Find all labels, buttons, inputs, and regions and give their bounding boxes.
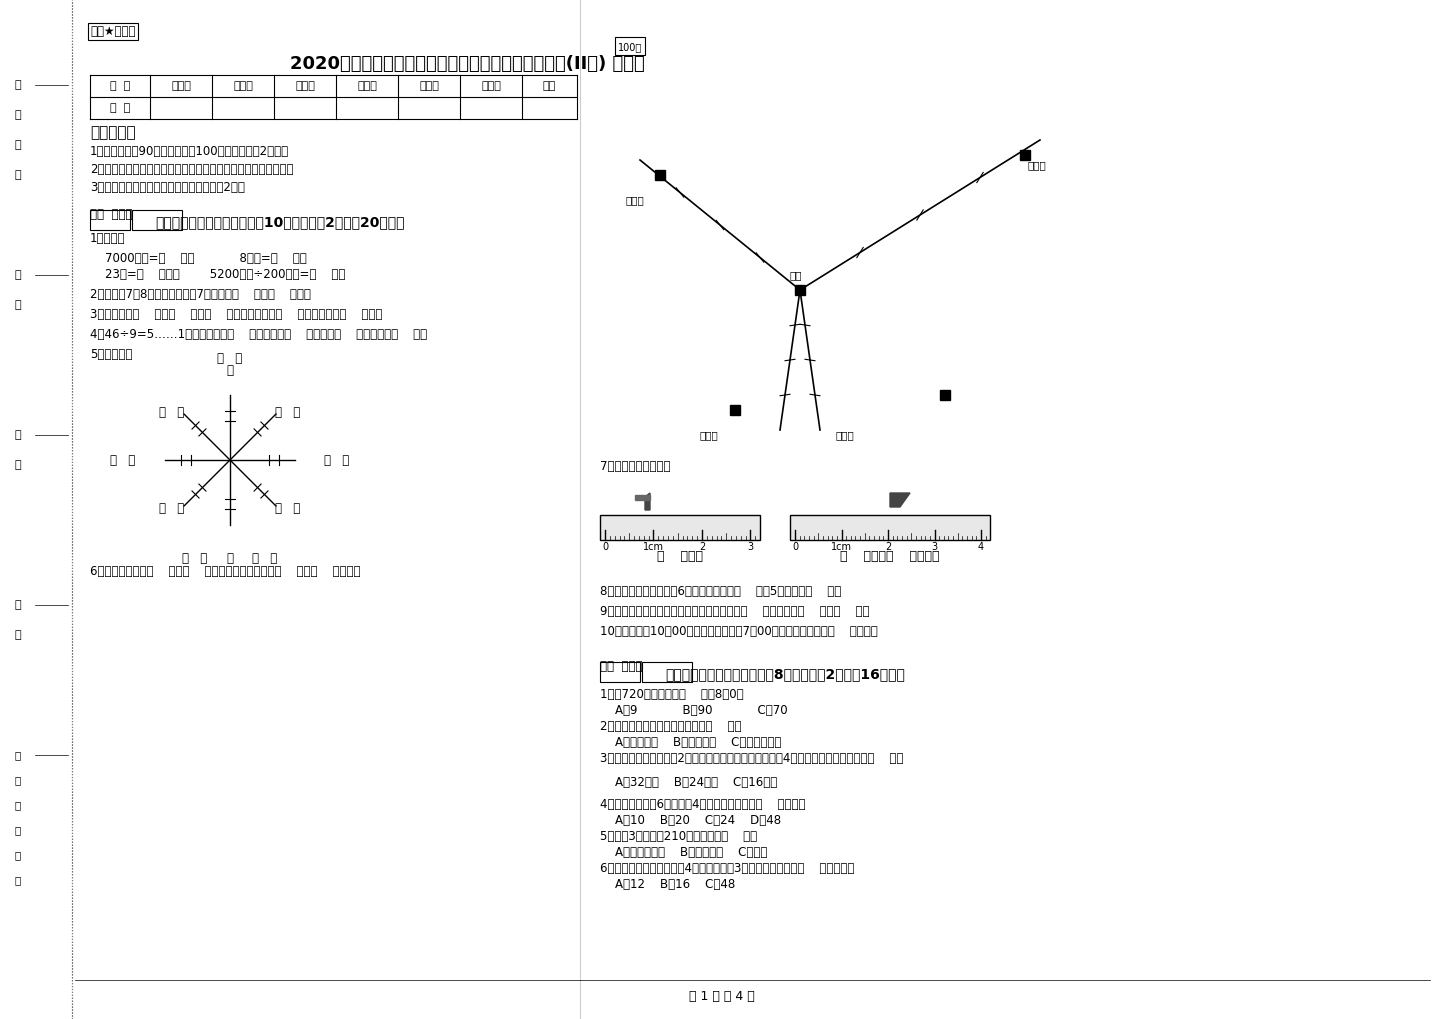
Text: 考: 考 [14,110,22,120]
Polygon shape [890,493,910,507]
Text: 北: 北 [227,364,234,377]
Text: 3、你出生于（    ）年（    ）月（    ）日，那一年是（    ）年，全年有（    ）天。: 3、你出生于（ ）年（ ）月（ ）日，那一年是（ ）年，全年有（ ）天。 [90,308,383,321]
Text: （   ）: （ ） [159,501,185,515]
Text: 7、量出钉子的长度。: 7、量出钉子的长度。 [600,460,670,473]
Text: 1cm: 1cm [831,542,853,552]
Text: 乡: 乡 [14,750,22,760]
Text: 应用题: 应用题 [481,81,501,91]
Text: 4: 4 [978,542,984,552]
Text: 姓: 姓 [14,270,22,280]
Text: 3、一个正方形的边长是2厘米，现在将边长扩大到原来的4倍，现在正方形的周长是（    ）。: 3、一个正方形的边长是2厘米，现在将边长扩大到原来的4倍，现在正方形的周长是（ … [600,752,903,765]
Bar [600,662,640,682]
Text: 学校: 学校 [790,270,802,280]
Text: 证: 证 [14,140,22,150]
Text: 1cm: 1cm [643,542,665,552]
Text: A、32厘米    B、24厘米    C、16厘米: A、32厘米 B、24厘米 C、16厘米 [600,776,777,789]
Text: 3、不要在试卷上乱写乱画，卷面不整洁扣2分。: 3、不要在试卷上乱写乱画，卷面不整洁扣2分。 [90,181,244,194]
Text: 8、把一根绳子平均分成6份，每份是它的（    ），5份是它的（    ）。: 8、把一根绳子平均分成6份，每份是它的（ ），5份是它的（ ）。 [600,585,841,598]
Text: （   ）: （ ） [253,552,277,566]
Text: A、9            B、90            C、70: A、9 B、90 C、70 [600,704,788,717]
Text: 2: 2 [699,542,705,552]
Text: 得分  评卷人: 得分 评卷人 [90,208,133,221]
Text: 7000千克=（    ）吨            8千克=（    ）克: 7000千克=（ ）吨 8千克=（ ）克 [90,252,306,265]
Text: 2020年重点小学三年级数学下学期全真模拟考试试卷(II卷) 含答案: 2020年重点小学三年级数学下学期全真模拟考试试卷(II卷) 含答案 [290,55,644,73]
Text: 小明家: 小明家 [699,430,718,440]
Text: 5、填一填。: 5、填一填。 [90,348,133,361]
Text: （   ）: （ ） [182,552,208,566]
Text: 级: 级 [14,460,22,470]
Text: 0: 0 [603,542,608,552]
Text: （    ）厘米（    ）毫米。: （ ）厘米（ ）毫米。 [840,550,939,564]
Text: 1、考试时间：90分钟，满分为100分（含卷面分2分）。: 1、考试时间：90分钟，满分为100分（含卷面分2分）。 [90,145,289,158]
Text: 2、下面现象中属于平移现象的是（    ）。: 2、下面现象中属于平移现象的是（ ）。 [600,720,741,733]
Text: 得  分: 得 分 [110,103,130,113]
Bar [642,662,692,682]
Text: 题  号: 题 号 [110,81,130,91]
Text: 4、46÷9=5……1中，被除数是（    ），除数是（    ），商是（    ），余数是（    ）。: 4、46÷9=5……1中，被除数是（ ），除数是（ ），商是（ ），余数是（ ）… [90,328,428,341]
Text: 小丽家: 小丽家 [1027,160,1046,170]
Text: 10、小林晚上10：00睡觉，第二天早上7：00起床，他一共睡了（    ）小时。: 10、小林晚上10：00睡觉，第二天早上7：00起床，他一共睡了（ ）小时。 [600,625,877,638]
Text: 1、换算。: 1、换算。 [90,232,126,245]
Text: 3: 3 [932,542,938,552]
Text: 学: 学 [14,600,22,610]
Text: （   ）: （ ） [217,352,243,365]
Text: 2: 2 [884,542,892,552]
Polygon shape [644,493,650,510]
Text: 4、一个长方形长6厘米，宽4厘米，它的周长是（    ）厘米。: 4、一个长方形长6厘米，宽4厘米，它的周长是（ ）厘米。 [600,798,805,811]
Text: 2、请首先按要求在试卷的指定位置填写您的姓名、班级、学号。: 2、请首先按要求在试卷的指定位置填写您的姓名、班级、学号。 [90,163,293,176]
Text: 街: 街 [14,825,22,835]
Polygon shape [634,495,650,500]
Text: （    ）毫米: （ ）毫米 [657,550,704,564]
Text: A、12    B、16    C、48: A、12 B、16 C、48 [600,878,736,891]
Text: （   ）: （ ） [110,453,136,467]
Bar [131,210,182,230]
Text: 北: 北 [227,552,234,566]
Bar [790,515,990,540]
Text: 小红家: 小红家 [626,195,644,205]
Bar [616,37,644,55]
Text: 小丽家: 小丽家 [835,430,854,440]
Text: 校: 校 [14,630,22,640]
Text: 5、爸爸3小时行了210千米，他是（    ）。: 5、爸爸3小时行了210千米，他是（ ）。 [600,830,757,843]
Text: （: （ [14,800,22,810]
Text: A、开关抽屉    B、拧开瓶盖    C、转动的风车: A、开关抽屉 B、拧开瓶盖 C、转动的风车 [600,736,782,749]
Text: 3: 3 [747,542,753,552]
Text: 9、在进位加法中，不管哪一位上的数相加满（    ），都要向（    ）进（    ）。: 9、在进位加法中，不管哪一位上的数相加满（ ），都要向（ ）进（ ）。 [600,605,870,618]
Text: ）: ） [14,875,22,884]
Bar [600,515,760,540]
Text: 道: 道 [14,850,22,860]
Text: 综合题: 综合题 [419,81,439,91]
Text: A、乘公共汽车    B、骑自行车    C、步行: A、乘公共汽车 B、骑自行车 C、步行 [600,846,767,859]
Text: 二、反复比较，慎重选择（共8小题，每题2分，共16分）。: 二、反复比较，慎重选择（共8小题，每题2分，共16分）。 [665,667,905,681]
Text: 号: 号 [14,170,22,180]
Text: 总分: 总分 [543,81,556,91]
Text: 判断题: 判断题 [295,81,315,91]
Text: （   ）: （ ） [276,501,301,515]
Text: 准: 准 [14,81,22,90]
Text: 班: 班 [14,430,22,440]
Text: 得分  评卷人: 得分 评卷人 [600,660,643,673]
Text: 镇: 镇 [14,775,22,785]
Text: A、10    B、20    C、24    D、48: A、10 B、20 C、24 D、48 [600,814,782,827]
Text: （   ）: （ ） [276,406,301,419]
Text: 1、从720里连续减去（    ）个8得0。: 1、从720里连续减去（ ）个8得0。 [600,688,744,701]
Text: 一、用心思考，正确填空（共10小题，每题2分，共20分）。: 一、用心思考，正确填空（共10小题，每题2分，共20分）。 [155,215,405,229]
Text: （   ）: （ ） [159,406,185,419]
Text: 第 1 页 共 4 页: 第 1 页 共 4 页 [689,990,754,1003]
Text: 100米: 100米 [618,42,642,52]
Text: 填空题: 填空题 [171,81,191,91]
Text: 2、时针在7和8之间，分针指向7，这时是（    ）时（    ）分。: 2、时针在7和8之间，分针指向7，这时是（ ）时（ ）分。 [90,288,311,301]
Bar [90,210,130,230]
Text: 23吨=（    ）千克        5200千克÷200千克=（    ）吨: 23吨=（ ）千克 5200千克÷200千克=（ ）吨 [90,268,345,281]
Text: 计算题: 计算题 [357,81,377,91]
Text: 0: 0 [792,542,798,552]
Text: 选择题: 选择题 [233,81,253,91]
Text: 名: 名 [14,300,22,310]
Text: （   ）: （ ） [324,453,350,467]
Text: 6、一个长方形花坛的宽是4米，长是宽的3倍，花坛的面积是（    ）平方米。: 6、一个长方形花坛的宽是4米，长是宽的3倍，花坛的面积是（ ）平方米。 [600,862,854,875]
Text: 绝密★启用前: 绝密★启用前 [90,25,136,38]
Text: 6、小红家在学校（    ）方（    ）米处；小明家在学校（    ）方（    ）米处。: 6、小红家在学校（ ）方（ ）米处；小明家在学校（ ）方（ ）米处。 [90,565,360,578]
Text: 考试须知：: 考试须知： [90,125,136,140]
